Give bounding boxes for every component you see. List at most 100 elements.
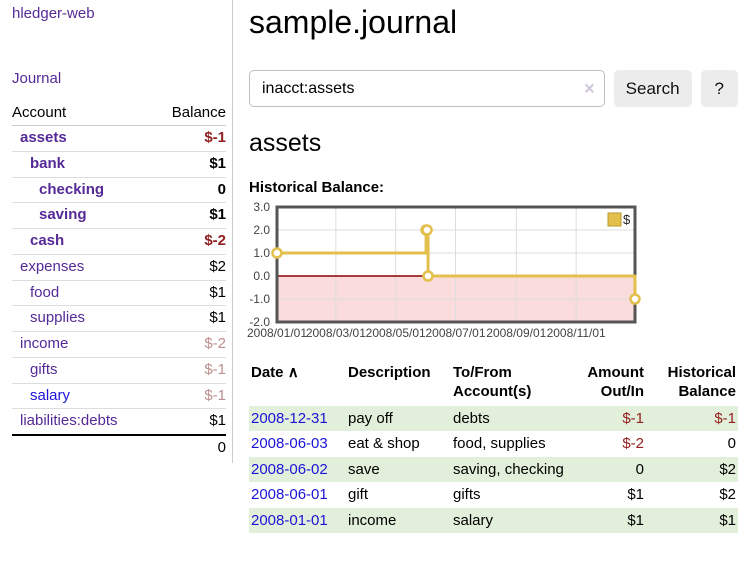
x-axis-tick-label: 2008/07/01 bbox=[425, 326, 485, 340]
transaction-accounts: gifts bbox=[453, 486, 481, 504]
account-link-expenses[interactable]: expenses bbox=[20, 257, 85, 275]
account-row: salary $-1 bbox=[12, 382, 226, 409]
account-row: checking 0 bbox=[12, 176, 226, 203]
transaction-description: pay off bbox=[348, 409, 393, 427]
account-balance: $-2 bbox=[153, 331, 226, 358]
account-link-checking[interactable]: checking bbox=[39, 180, 105, 198]
account-name-cell: income bbox=[12, 331, 154, 358]
col-header-date-label: Date bbox=[251, 363, 284, 381]
account-link-gifts[interactable]: gifts bbox=[30, 360, 58, 378]
account-balance: $1 bbox=[153, 408, 226, 435]
search-form: × Search ? bbox=[249, 70, 738, 108]
search-button[interactable]: Search bbox=[613, 70, 692, 108]
x-axis-tick-label: 2008/09/01 bbox=[486, 326, 546, 340]
app-title-link[interactable]: hledger-web bbox=[12, 5, 95, 22]
accounts-header-balance: Balance bbox=[153, 100, 226, 126]
account-row: cash $-2 bbox=[12, 228, 226, 255]
legend-swatch bbox=[607, 212, 622, 227]
main-content: sample.journal × Search ? assets Histori… bbox=[233, 0, 742, 543]
account-balance: $1 bbox=[153, 279, 226, 306]
account-row: supplies $1 bbox=[12, 305, 226, 332]
account-link-assets[interactable]: assets bbox=[20, 129, 67, 146]
transaction-amount: $-2 bbox=[622, 435, 644, 453]
y-axis-tick-label: 0.0 bbox=[253, 269, 270, 283]
chart-title: Historical Balance: bbox=[249, 179, 385, 197]
account-name-cell: bank bbox=[12, 150, 154, 177]
table-row: 2008-06-01 gift gifts $1 $2 bbox=[249, 482, 738, 508]
transaction-date-link[interactable]: 2008-06-02 bbox=[251, 460, 328, 478]
x-axis-tick-label: 2008/01/01 bbox=[247, 326, 307, 340]
x-axis-tick-label: 2008/05/01 bbox=[366, 326, 426, 340]
account-row: saving $1 bbox=[12, 202, 226, 229]
transaction-date-cell: 2008-06-02 bbox=[249, 457, 346, 483]
transaction-date-link[interactable]: 2008-06-01 bbox=[251, 486, 328, 504]
transaction-description: save bbox=[348, 460, 380, 478]
account-link-salary[interactable]: salary bbox=[30, 386, 71, 404]
account-link-bank[interactable]: bank bbox=[30, 154, 66, 172]
account-link-cash[interactable]: cash bbox=[30, 232, 65, 249]
clear-search-icon[interactable]: × bbox=[584, 78, 595, 99]
account-balance: $1 bbox=[153, 150, 226, 177]
transaction-accounts: food, supplies bbox=[453, 435, 546, 453]
sidebar-item-journal[interactable]: Journal bbox=[12, 70, 62, 87]
data-point-marker bbox=[271, 247, 283, 259]
account-balance: 0 bbox=[153, 176, 226, 203]
account-link-saving[interactable]: saving bbox=[39, 206, 87, 224]
transaction-balance: $-1 bbox=[714, 409, 736, 427]
y-axis-tick-label: 3.0 bbox=[253, 200, 270, 214]
data-point-marker bbox=[422, 270, 434, 282]
transaction-description: gift bbox=[348, 486, 369, 504]
search-input[interactable] bbox=[249, 70, 605, 108]
transaction-date-cell: 2008-12-31 bbox=[249, 406, 346, 432]
accounts-total-row: 0 bbox=[12, 434, 226, 461]
help-button[interactable]: ? bbox=[700, 70, 738, 108]
table-row: 2008-12-31 pay off debts $-1 $-1 bbox=[249, 405, 738, 432]
sidebar: hledger-web Journal Account Balance asse… bbox=[0, 0, 233, 463]
account-name-cell: liabilities:debts bbox=[12, 408, 154, 435]
transaction-date-link[interactable]: 2008-06-03 bbox=[251, 435, 328, 453]
account-link-supplies[interactable]: supplies bbox=[30, 309, 86, 327]
account-name-cell: assets bbox=[12, 126, 153, 152]
col-header-balance: Historical Balance bbox=[667, 363, 736, 401]
account-link-food[interactable]: food bbox=[30, 283, 60, 301]
col-header-date: Date ∧ bbox=[249, 361, 346, 406]
account-link-liabilities-debts[interactable]: liabilities:debts bbox=[20, 412, 118, 430]
col-header-amount: Amount Out/In bbox=[587, 363, 644, 401]
table-row: 2008-06-03 eat & shop food, supplies $-2 0 bbox=[249, 431, 738, 457]
table-row: 2008-01-01 income salary $1 $1 bbox=[249, 507, 738, 534]
account-name-cell: saving bbox=[12, 202, 154, 229]
transaction-date-cell: 2008-01-01 bbox=[249, 508, 346, 534]
account-balance: $2 bbox=[153, 253, 226, 280]
account-name-cell: expenses bbox=[12, 253, 154, 280]
accounts-total-spacer bbox=[12, 434, 154, 461]
transaction-balance: $2 bbox=[719, 486, 736, 504]
sort-ascending-icon: ∧ bbox=[287, 363, 299, 381]
accounts-table: Account Balance assets $-1 bank $1 checking 0… bbox=[12, 100, 226, 461]
legend-label: $ bbox=[623, 212, 631, 227]
accounts-header-account: Account bbox=[12, 100, 154, 126]
x-axis-tick-label: 2008/03/01 bbox=[306, 326, 366, 340]
account-row: income $-2 bbox=[12, 331, 226, 358]
transaction-description: eat & shop bbox=[348, 435, 420, 453]
account-balance: $-2 bbox=[153, 228, 226, 255]
y-axis-tick-label: -2.0 bbox=[249, 315, 270, 329]
account-name-cell: salary bbox=[12, 382, 154, 409]
register-header-row: Date ∧ Description To/From Account(s) Am… bbox=[249, 361, 738, 406]
transaction-date-link[interactable]: 2008-01-01 bbox=[251, 511, 328, 529]
account-row: liabilities:debts $1 bbox=[12, 408, 226, 435]
register-table: Date ∧ Description To/From Account(s) Am… bbox=[249, 361, 738, 534]
transaction-amount: $1 bbox=[627, 486, 644, 504]
page-title: sample.journal bbox=[249, 4, 458, 40]
page: hledger-web Journal Account Balance asse… bbox=[0, 0, 742, 543]
transaction-balance: $2 bbox=[719, 460, 736, 478]
account-link-income[interactable]: income bbox=[20, 335, 69, 352]
transaction-date-link[interactable]: 2008-12-31 bbox=[251, 409, 328, 427]
account-balance: $-1 bbox=[204, 129, 226, 146]
account-row: bank $1 bbox=[12, 150, 226, 177]
transaction-date-cell: 2008-06-01 bbox=[249, 482, 346, 508]
accounts-total-balance: 0 bbox=[153, 434, 226, 461]
account-row: gifts $-1 bbox=[12, 356, 226, 383]
account-balance: $1 bbox=[153, 305, 226, 332]
transaction-description: income bbox=[348, 511, 397, 529]
search-input-wrap: × bbox=[249, 70, 605, 108]
